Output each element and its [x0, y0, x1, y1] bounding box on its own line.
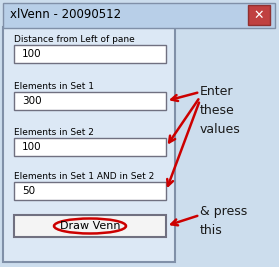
FancyBboxPatch shape — [14, 215, 166, 237]
FancyBboxPatch shape — [248, 5, 270, 25]
Text: 300: 300 — [22, 96, 42, 106]
Text: & press
this: & press this — [200, 205, 247, 237]
Text: Enter
these
values: Enter these values — [200, 85, 241, 136]
FancyBboxPatch shape — [14, 45, 166, 63]
Text: Elements in Set 1 AND in Set 2: Elements in Set 1 AND in Set 2 — [14, 172, 154, 181]
Text: 100: 100 — [22, 49, 42, 59]
FancyBboxPatch shape — [14, 92, 166, 110]
Text: 50: 50 — [22, 186, 35, 196]
Text: xlVenn - 20090512: xlVenn - 20090512 — [10, 9, 121, 22]
FancyBboxPatch shape — [14, 138, 166, 156]
FancyBboxPatch shape — [3, 27, 175, 262]
Text: Elements in Set 1: Elements in Set 1 — [14, 82, 94, 91]
Text: 100: 100 — [22, 142, 42, 152]
FancyBboxPatch shape — [14, 182, 166, 200]
FancyBboxPatch shape — [3, 3, 275, 28]
Text: Elements in Set 2: Elements in Set 2 — [14, 128, 94, 137]
Text: Draw Venn: Draw Venn — [60, 221, 120, 231]
Text: Distance from Left of pane: Distance from Left of pane — [14, 35, 135, 44]
Text: ✕: ✕ — [254, 9, 264, 22]
